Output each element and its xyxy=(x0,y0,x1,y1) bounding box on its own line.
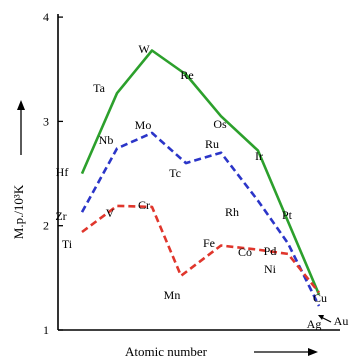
element-label-cr: Cr xyxy=(138,198,150,212)
element-label-co: Co xyxy=(238,245,252,259)
element-label-nb: Nb xyxy=(99,133,114,147)
x-axis-title-arrowhead xyxy=(308,348,318,356)
y-tick-label: 4 xyxy=(43,10,49,24)
y-axis-title-arrowhead xyxy=(17,100,25,110)
element-label-rh: Rh xyxy=(225,205,239,219)
y-axis-title: M.p./10³K xyxy=(11,184,26,239)
y-tick-label: 1 xyxy=(43,323,49,337)
element-label-mo: Mo xyxy=(135,118,152,132)
element-label-ir: Ir xyxy=(255,149,263,163)
element-label-fe: Fe xyxy=(203,236,215,250)
element-label-re: Re xyxy=(180,68,193,82)
axes xyxy=(57,14,340,331)
element-label-ru: Ru xyxy=(205,137,219,151)
element-labels: Hf Ta W Re Os Ir Pt Au Zr Nb Mo Tc Ru Rh Pd Ag Ti V Cr Mn Fe… xyxy=(55,42,348,331)
element-label-zr: Zr xyxy=(55,209,66,223)
element-label-au: Au xyxy=(334,314,349,328)
series-layer xyxy=(80,49,321,307)
element-label-os: Os xyxy=(213,117,227,131)
element-label-ni: Ni xyxy=(264,262,277,276)
series-line-3d xyxy=(81,204,321,294)
y-tick-label: 3 xyxy=(43,114,49,128)
element-label-cu: Cu xyxy=(313,291,327,305)
element-label-ti: Ti xyxy=(62,237,73,251)
au-pointer-arrowhead xyxy=(318,315,324,320)
element-label-mn: Mn xyxy=(164,288,181,302)
element-label-hf: Hf xyxy=(56,165,69,179)
axis-titles: M.p./10³K Atomic number xyxy=(11,100,318,359)
x-axis-title: Atomic number xyxy=(125,344,208,359)
element-label-ta: Ta xyxy=(93,81,105,95)
series-line-4d xyxy=(80,131,321,307)
y-tick-label: 2 xyxy=(43,219,49,233)
y-ticks: 1 2 3 4 xyxy=(43,10,63,337)
element-label-pt: Pt xyxy=(282,208,293,222)
series-line-5d xyxy=(80,49,321,296)
element-label-tc: Tc xyxy=(169,166,181,180)
element-label-v: V xyxy=(106,206,115,220)
element-label-ag: Ag xyxy=(307,317,322,331)
element-label-pd: Pd xyxy=(264,244,277,258)
element-label-w: W xyxy=(138,42,150,56)
